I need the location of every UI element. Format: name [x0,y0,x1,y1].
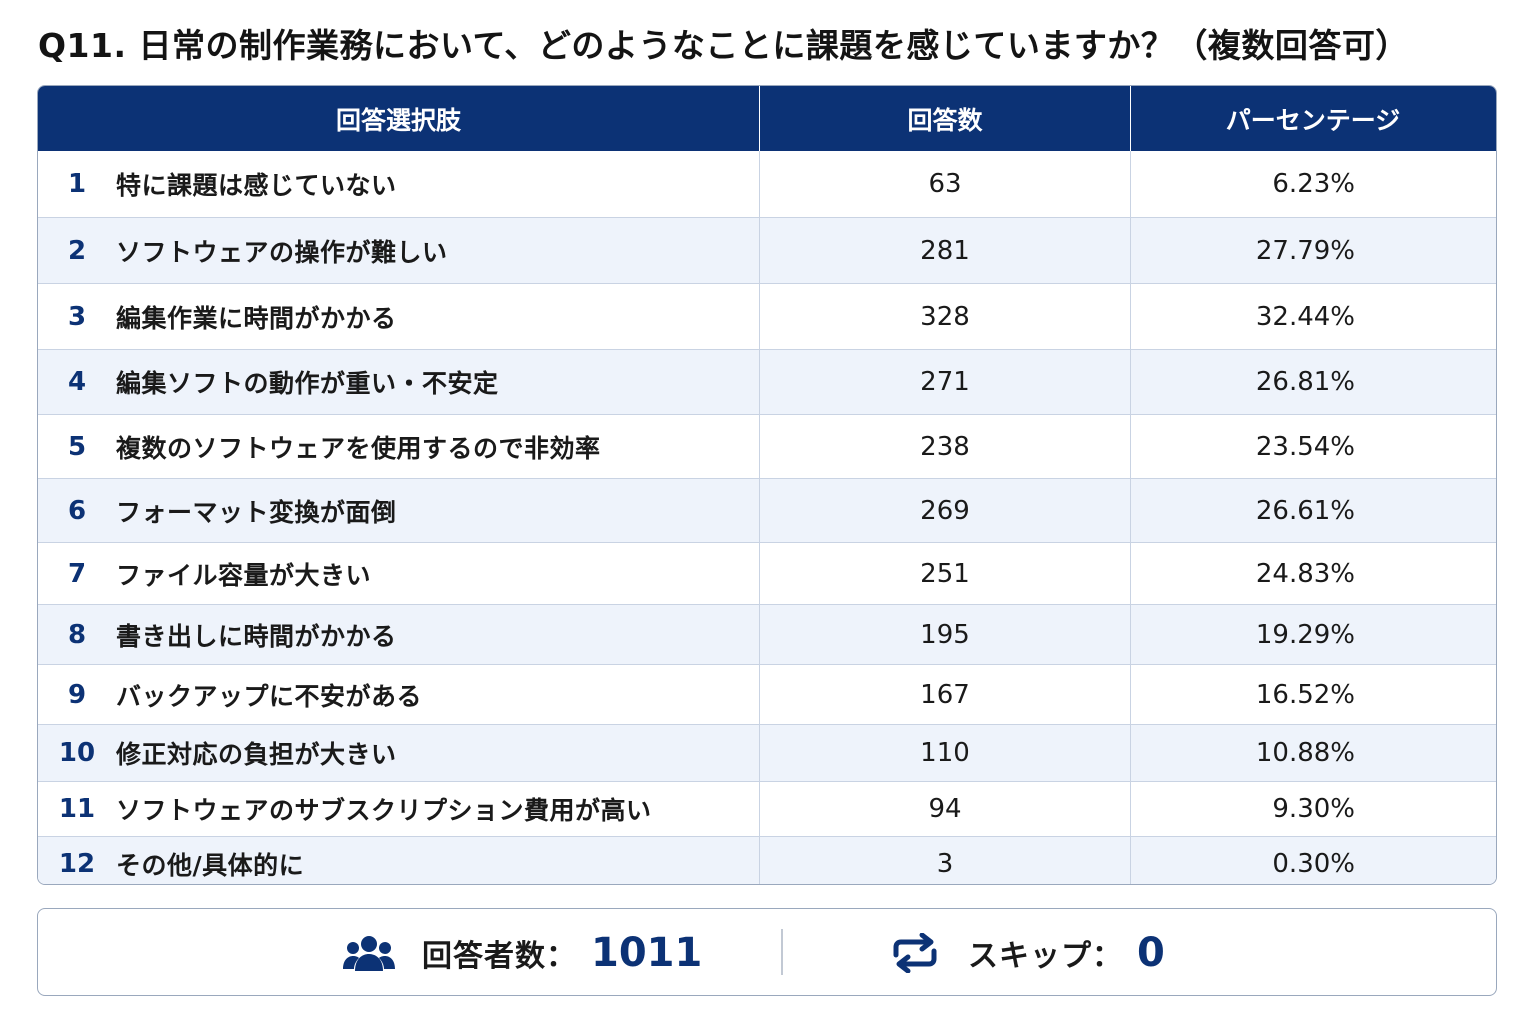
footer-divider [781,929,783,975]
option-label: その他/具体的に [116,850,305,880]
table-header: 回答選択肢 回答数 パーセンテージ [38,86,1496,151]
row-number: 10 [58,738,96,768]
table-row: 7 ファイル容量が大きい 251 24.83% [38,542,1496,604]
header-option: 回答選択肢 [335,105,461,135]
skip-value: 0 [1137,930,1165,976]
count-cell: 328 [759,284,1130,349]
option-cell: 6 フォーマット変換が面倒 [38,479,759,542]
row-number: 1 [67,169,87,199]
option-label: 書き出しに時間がかかる [116,621,397,651]
table-row: 1 特に課題は感じていない 63 6.23% [38,151,1496,217]
option-label: 編集ソフトの動作が重い・不安定 [116,369,499,398]
option-label: 編集作業に時間がかかる [116,303,397,333]
repeat-icon [893,933,937,973]
skip-label: スキップ： [968,939,1123,974]
option-label: ファイル容量が大きい [116,560,372,590]
row-number: 12 [58,848,96,879]
option-cell: 4 編集ソフトの動作が重い・不安定 [38,350,759,414]
option-cell: 10 修正対応の負担が大きい [38,725,759,781]
percent-cell: 23.54% [1130,415,1495,478]
row-number: 4 [67,367,87,397]
count-cell: 110 [759,725,1130,781]
count-cell: 167 [759,665,1130,724]
table-row: 10 修正対応の負担が大きい 110 10.88% [38,724,1496,781]
summary-footer: 回答者数： 1011 スキップ： 0 [37,908,1497,996]
percent-cell: 26.81% [1130,350,1495,414]
option-cell: 9 バックアップに不安がある [38,665,759,724]
count-cell: 271 [759,350,1130,414]
skip-summary: スキップ： 0 [888,909,1165,997]
table-row: 3 編集作業に時間がかかる 328 32.44% [38,283,1496,349]
option-cell: 8 書き出しに時間がかかる [38,605,759,664]
row-number: 5 [67,431,87,462]
count-cell: 251 [759,543,1130,604]
count-cell: 281 [759,218,1130,283]
percent-cell: 10.88% [1130,725,1495,781]
header-percent: パーセンテージ [1130,86,1495,151]
option-cell: 3 編集作業に時間がかかる [38,284,759,349]
option-label: バックアップに不安がある [116,681,423,711]
option-label: ソフトウェアの操作が難しい [116,237,448,267]
users-icon [343,936,395,971]
percent-cell: 0.30% [1130,837,1495,884]
percent-cell: 27.79% [1130,218,1495,283]
row-number: 9 [67,679,87,710]
page-title: Q11. 日常の制作業務において、どのようなことに課題を感じていますか？（複数回… [38,26,1409,65]
table-row: 4 編集ソフトの動作が重い・不安定 271 26.81% [38,349,1496,414]
results-table: 回答選択肢 回答数 パーセンテージ 1 特に課題は感じていない 63 6.23% 2 ソフ… [37,85,1497,885]
table-row: 6 フォーマット変換が面倒 269 26.61% [38,478,1496,542]
option-cell: 7 ファイル容量が大きい [38,543,759,604]
option-cell: 11 ソフトウェアのサブスクリプション費用が高い [38,782,759,836]
percent-cell: 16.52% [1130,665,1495,724]
option-cell: 5 複数のソフトウェアを使用するので非効率 [38,415,759,478]
count-cell: 195 [759,605,1130,664]
percent-cell: 6.23% [1130,151,1495,217]
row-number: 8 [67,619,87,650]
option-label: 修正対応の負担が大きい [116,740,397,769]
option-cell: 1 特に課題は感じていない [38,151,759,217]
option-label: 特に課題は感じていない [116,171,397,200]
percent-cell: 19.29% [1130,605,1495,664]
table-row: 2 ソフトウェアの操作が難しい 281 27.79% [38,217,1496,283]
count-cell: 63 [759,151,1130,217]
option-cell: 2 ソフトウェアの操作が難しい [38,218,759,283]
row-number: 6 [67,495,87,526]
count-cell: 94 [759,782,1130,836]
percent-cell: 9.30% [1130,782,1495,836]
header-count: 回答数 [759,86,1130,151]
respondents-value: 1011 [591,930,703,976]
count-cell: 238 [759,415,1130,478]
option-cell: 12 その他/具体的に [38,837,759,884]
row-number: 7 [67,558,87,589]
count-cell: 3 [759,837,1130,884]
table-row: 8 書き出しに時間がかかる 195 19.29% [38,604,1496,664]
option-label: ソフトウェアのサブスクリプション費用が高い [116,796,652,825]
respondents-label: 回答者数： [422,939,577,974]
percent-cell: 26.61% [1130,479,1495,542]
option-label: 複数のソフトウェアを使用するので非効率 [116,433,601,463]
table-body: 1 特に課題は感じていない 63 6.23% 2 ソフトウェアの操作が難しい 281 27.7… [38,151,1496,884]
table-row: 12 その他/具体的に 3 0.30% [38,836,1496,884]
row-number: 11 [58,794,96,824]
table-row: 11 ソフトウェアのサブスクリプション費用が高い 94 9.30% [38,781,1496,836]
table-row: 9 バックアップに不安がある 167 16.52% [38,664,1496,724]
percent-cell: 24.83% [1130,543,1495,604]
row-number: 3 [67,301,87,332]
count-cell: 269 [759,479,1130,542]
option-label: フォーマット変換が面倒 [116,497,397,527]
row-number: 2 [67,235,87,266]
respondents-summary: 回答者数： 1011 [342,909,702,997]
table-row: 5 複数のソフトウェアを使用するので非効率 238 23.54% [38,414,1496,478]
percent-cell: 32.44% [1130,284,1495,349]
